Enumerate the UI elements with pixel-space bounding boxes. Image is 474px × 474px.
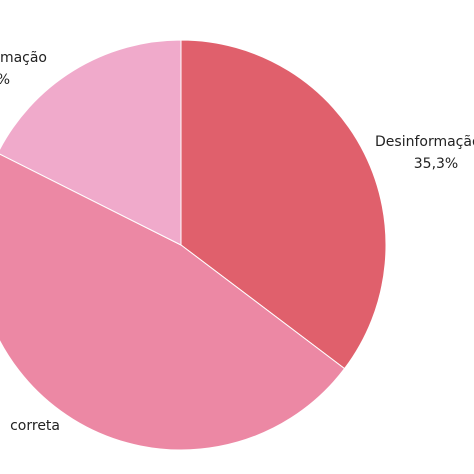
- pie-slice: [180, 39, 387, 370]
- slice-value-label: %: [0, 72, 10, 88]
- slice-label: correta: [10, 418, 60, 434]
- pie-slice: [0, 39, 182, 246]
- pie-slice: [0, 153, 346, 451]
- slice-value-label: 35,3%: [414, 156, 458, 172]
- slice-label: mação: [0, 50, 47, 66]
- slice-label: Desinformação: [375, 134, 474, 150]
